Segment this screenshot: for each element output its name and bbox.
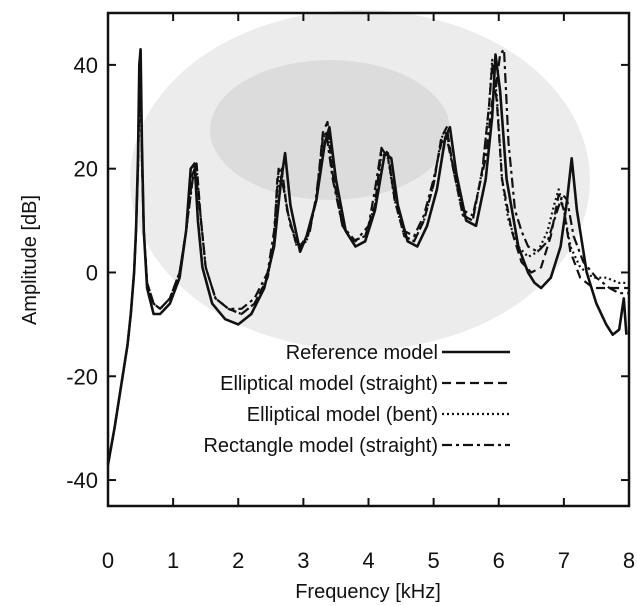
x-tick-label: 4 — [362, 548, 374, 573]
legend: Reference model Elliptical model (straigh… — [203, 342, 510, 457]
series-line-1 — [106, 48, 628, 465]
x-tick-label: 0 — [102, 548, 114, 573]
x-tick-label: 2 — [232, 548, 244, 573]
y-axis-label: Amplitude [dB] — [19, 195, 41, 325]
x-tick-label: 3 — [297, 548, 309, 573]
legend-label-2: Elliptical model (straight) — [220, 373, 438, 395]
x-axis-label: Frequency [kHz] — [295, 581, 441, 603]
x-tick-label: 1 — [167, 548, 179, 573]
legend-label-4: Rectangle model (straight) — [203, 435, 438, 457]
y-tick-label: 0 — [86, 260, 98, 285]
y-tick-label: -40 — [66, 468, 98, 493]
legend-label-3: Elliptical model (bent) — [247, 404, 438, 426]
x-tick-label: 7 — [558, 548, 570, 573]
x-tick-label: 6 — [493, 548, 505, 573]
series-line-4 — [106, 48, 629, 465]
x-tick-label: 8 — [623, 548, 635, 573]
y-tick-label: 40 — [74, 53, 98, 78]
background-watermark — [130, 10, 590, 350]
legend-label-1: Reference model — [286, 342, 438, 364]
y-tick-label: -20 — [66, 364, 98, 389]
ticks-layer: 0 1 2 3 4 5 6 7 8 40 20 0 -20 -40 — [66, 13, 635, 573]
x-tick-label: 5 — [428, 548, 440, 573]
series-line-2 — [106, 63, 629, 465]
y-tick-label: 20 — [74, 157, 98, 182]
series-layer — [106, 48, 629, 465]
